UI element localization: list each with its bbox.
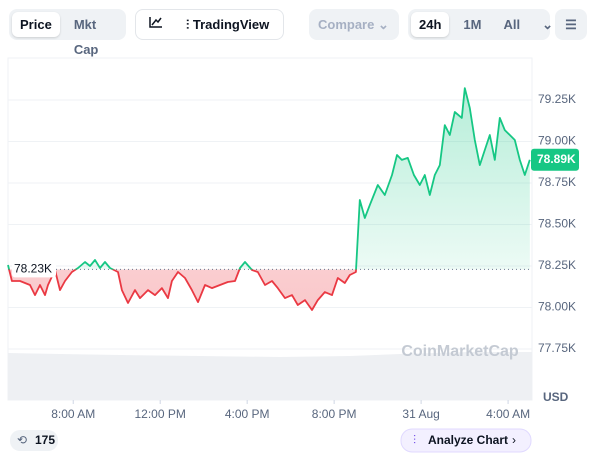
y-tick-label: 79.25K bbox=[538, 92, 576, 106]
x-tick-label: 8:00 PM bbox=[312, 407, 357, 421]
price-tab[interactable]: Price bbox=[12, 12, 60, 37]
badge[interactable] bbox=[10, 430, 58, 451]
y-tick-label: 78.75K bbox=[538, 175, 576, 189]
y-tick-label: 78.50K bbox=[538, 217, 576, 231]
volume-area bbox=[8, 352, 532, 400]
y-tick-label: 79.00K bbox=[538, 134, 576, 148]
y-tick-label: 78.25K bbox=[538, 258, 576, 272]
plot: 78.23K 78.89K bbox=[7, 87, 579, 311]
x-tick-label: 12:00 PM bbox=[135, 407, 186, 421]
watermark: CoinMarketCap bbox=[401, 343, 519, 360]
baseline-tag bbox=[12, 261, 56, 278]
compare-label: Compare bbox=[318, 17, 375, 32]
x-tick-label: 4:00 AM bbox=[486, 407, 530, 421]
x-tick-label: 8:00 AM bbox=[51, 407, 95, 421]
x-tick-label: 31 Aug bbox=[402, 407, 439, 421]
settings-button[interactable]: ☰ bbox=[555, 9, 587, 40]
last-price-label: 78.89K bbox=[537, 152, 576, 166]
analyze-chevron: › bbox=[512, 433, 516, 447]
tradingview-label: TradingView bbox=[192, 17, 270, 32]
range-1m[interactable]: 1M bbox=[463, 17, 482, 32]
analyze-button[interactable] bbox=[400, 428, 532, 453]
compare-button[interactable]: Compare ⌄ bbox=[309, 9, 399, 40]
analyze-icon: ⫶ bbox=[413, 433, 416, 447]
range-toggle: 24h 1M All ⌄ bbox=[408, 9, 553, 40]
chart-style: ⫶ TradingView bbox=[135, 9, 284, 40]
y-unit: USD bbox=[543, 390, 569, 404]
tradingview-button[interactable]: ⫶ TradingView bbox=[186, 17, 270, 32]
range-all[interactable]: All bbox=[503, 17, 521, 32]
badge-count: 175 bbox=[35, 433, 55, 447]
mkt-cap-tab[interactable]: Mkt Cap bbox=[73, 17, 99, 57]
view-toggle: Price Mkt Cap bbox=[9, 9, 126, 57]
y-tick-label: 78.00K bbox=[538, 300, 576, 314]
history-icon: ⟲ bbox=[17, 433, 27, 447]
line-icon bbox=[149, 17, 162, 28]
x-tick-label: 4:00 PM bbox=[225, 407, 270, 421]
range-24h[interactable]: 24h bbox=[411, 12, 450, 37]
baseline-label: 78.23K bbox=[14, 262, 52, 276]
price-area bbox=[8, 88, 530, 310]
analyze-label: Analyze Chart bbox=[428, 433, 508, 447]
price-line bbox=[7, 87, 531, 311]
y-tick-label: 77.75K bbox=[538, 341, 576, 355]
line-chart-button[interactable] bbox=[140, 12, 172, 37]
range-more[interactable]: ⌄ bbox=[542, 17, 553, 32]
last-price-tag bbox=[531, 148, 579, 171]
